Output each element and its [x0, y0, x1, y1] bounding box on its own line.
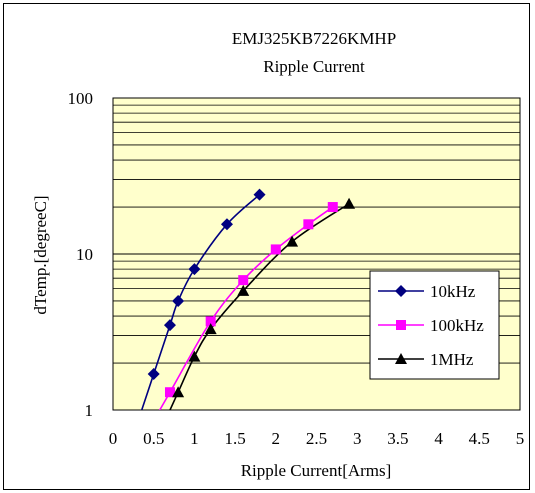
x-tick-labels: 0 0.5 1 1.5 2 2.5 3 3.5 4 4.5 5	[109, 429, 525, 448]
data-point-10kHz	[220, 218, 233, 231]
x-tick-label: 1.5	[224, 429, 245, 448]
x-tick-label: 1	[190, 429, 199, 448]
data-point-1MHz	[286, 235, 299, 247]
data-point-10kHz	[253, 188, 266, 201]
data-points	[147, 188, 356, 398]
y-tick-label: 1	[85, 401, 94, 420]
x-axis-label: Ripple Current[Arms]	[241, 461, 392, 480]
chart-title: EMJ325KB7226KMHP	[232, 29, 396, 48]
data-point-100kHz	[238, 275, 249, 286]
y-tick-labels: 1 10 100	[68, 89, 94, 420]
data-point-10kHz	[172, 294, 185, 307]
legend-label: 100kHz	[430, 316, 484, 335]
x-tick-label: 3.5	[387, 429, 408, 448]
x-tick-label: 2.5	[306, 429, 327, 448]
data-point-100kHz	[327, 202, 338, 213]
data-point-1MHz	[237, 284, 250, 296]
x-tick-label: 3	[353, 429, 362, 448]
data-point-1MHz	[204, 323, 217, 335]
data-point-100kHz	[164, 387, 175, 398]
data-point-100kHz	[205, 316, 216, 327]
data-point-100kHz	[270, 244, 281, 255]
data-point-1MHz	[172, 386, 185, 398]
x-tick-label: 5	[516, 429, 525, 448]
legend: 10kHz 100kHz 1MHz	[369, 270, 500, 380]
data-point-10kHz	[188, 263, 201, 276]
data-point-100kHz	[303, 219, 314, 230]
legend-marker	[396, 320, 406, 330]
legend-marker	[395, 285, 407, 297]
legend-label: 1MHz	[430, 350, 474, 369]
x-tick-label: 0.5	[143, 429, 164, 448]
y-axis-label: dTemp.[degreeC]	[31, 195, 50, 314]
y-tick-label: 100	[68, 89, 94, 108]
x-tick-label: 2	[272, 429, 281, 448]
data-point-1MHz	[188, 350, 201, 362]
x-tick-label: 4	[434, 429, 443, 448]
chart-subtitle: Ripple Current	[263, 57, 365, 76]
data-point-10kHz	[147, 368, 160, 381]
legend-marker	[395, 353, 407, 364]
data-point-1MHz	[343, 197, 356, 209]
data-point-10kHz	[163, 319, 176, 332]
legend-label: 10kHz	[430, 282, 476, 301]
x-tick-label: 4.5	[469, 429, 490, 448]
x-tick-label: 0	[109, 429, 118, 448]
y-tick-label: 10	[76, 245, 93, 264]
